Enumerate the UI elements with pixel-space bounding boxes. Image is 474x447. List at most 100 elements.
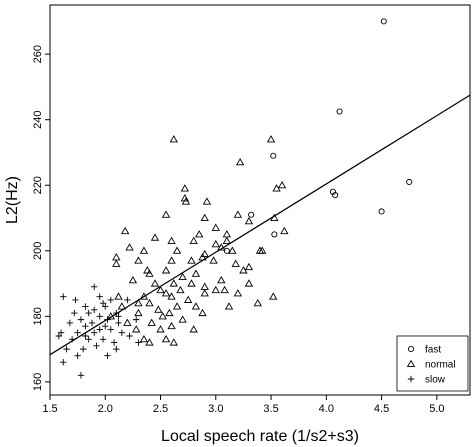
fast-point [248, 211, 255, 218]
slow-point [135, 339, 142, 346]
regression-line [49, 94, 471, 356]
y-tick-label: 160 [32, 373, 44, 391]
slow-point [79, 345, 87, 353]
normal-point [187, 256, 196, 264]
normal-point [220, 285, 229, 294]
legend-label-normal: normal [425, 360, 456, 371]
x-tick-label: 3.0 [208, 403, 223, 415]
normal-point [125, 243, 134, 251]
slow-point [91, 283, 98, 291]
normal-point [147, 318, 156, 326]
slow-point [85, 309, 92, 317]
normal-point [165, 308, 174, 317]
fast-point [336, 108, 343, 115]
slow-point [55, 332, 63, 340]
normal-point [253, 298, 262, 307]
normal-point [145, 298, 154, 307]
slow-point [102, 303, 109, 310]
slow-point [113, 309, 120, 317]
slow-point [82, 332, 89, 340]
normal-point [189, 325, 198, 333]
normal-point [158, 312, 167, 320]
slow-point [99, 300, 107, 307]
slow-point [96, 293, 103, 300]
slow-point [133, 316, 140, 323]
normal-point [143, 266, 152, 274]
y-tick-label: 240 [32, 111, 44, 129]
normal-point [211, 285, 220, 294]
normal-point [266, 135, 276, 143]
fast-point [271, 231, 278, 238]
normal-point [134, 308, 143, 317]
slow-point [74, 352, 81, 359]
legend-marker-fast [407, 345, 415, 353]
slow-point [63, 345, 70, 353]
normal-point [191, 269, 201, 277]
normal-point [277, 180, 287, 189]
normal-point [169, 135, 178, 143]
normal-point [180, 184, 190, 192]
plot-frame [49, 4, 471, 396]
x-tick-label: 3.5 [263, 403, 278, 415]
series-normal [106, 135, 289, 346]
fast-point [270, 152, 277, 159]
slow-point [115, 319, 122, 327]
slow-point [68, 336, 76, 343]
slow-point [60, 293, 67, 300]
slow-point [118, 329, 126, 336]
normal-point [269, 292, 278, 300]
x-axis-label: Local speech rate (1/s2+s3) [161, 428, 359, 445]
x-tick-label: 2.5 [153, 403, 168, 415]
slow-point [126, 332, 133, 340]
normal-point [183, 295, 193, 303]
normal-point [235, 158, 245, 166]
normal-point [145, 269, 154, 277]
x-axis: 1.5 2.0 2.5 3.0 3.5 4.0 4.5 5.0 [42, 395, 444, 415]
normal-point [161, 289, 171, 297]
normal-point [270, 213, 279, 222]
normal-point [217, 243, 226, 251]
slow-point [71, 309, 78, 317]
normal-point [167, 292, 176, 300]
slow-point [82, 303, 89, 310]
normal-point [198, 253, 207, 261]
slow-point [107, 326, 114, 333]
normal-point [258, 246, 267, 254]
fast-point [332, 192, 339, 199]
normal-point [195, 230, 204, 238]
normal-point [211, 223, 220, 231]
normal-point [228, 246, 237, 254]
fast-point [406, 178, 413, 186]
normal-point [233, 210, 243, 218]
slow-point [99, 336, 107, 343]
legend-marker-slow [407, 375, 415, 383]
normal-point [134, 256, 143, 264]
normal-point [132, 325, 141, 333]
slow-point [77, 372, 85, 379]
slow-point [113, 345, 120, 353]
x-tick-label: 1.5 [42, 403, 57, 415]
slow-point [91, 306, 98, 313]
x-tick-label: 4.5 [374, 403, 389, 415]
normal-point [172, 302, 182, 310]
normal-point [128, 275, 138, 284]
normal-point [233, 289, 243, 297]
slow-point [96, 326, 103, 333]
normal-point [244, 216, 254, 225]
normal-point [112, 253, 121, 261]
normal-point [169, 338, 178, 346]
y-tick-label: 260 [32, 45, 44, 63]
fast-point [223, 247, 230, 254]
y-tick-label: 200 [32, 242, 44, 260]
x-tick-label: 4.0 [319, 403, 334, 415]
slow-point [60, 359, 67, 366]
normal-point [167, 236, 176, 244]
normal-point [200, 213, 209, 222]
slow-point [72, 296, 79, 304]
normal-point [117, 302, 127, 310]
normal-point [178, 272, 187, 281]
slow-point [102, 322, 109, 330]
normal-point [187, 279, 196, 287]
normal-point [134, 298, 143, 307]
